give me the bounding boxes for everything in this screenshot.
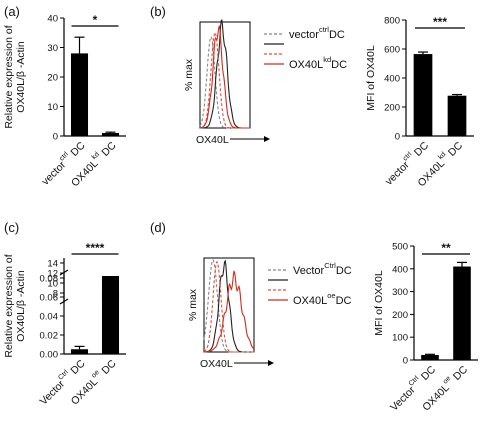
chart-c-y-tick-label-upper-0: 8	[53, 289, 58, 300]
chart-b-y-tick-label-4: 800	[384, 16, 400, 27]
chart-a-y-tick-label-0: 0	[53, 132, 58, 143]
chart-a-y-tick-label-1: 10	[47, 102, 58, 113]
chart-b-bar-1	[447, 95, 467, 136]
chart-b-y-tick-label-1: 200	[384, 103, 400, 114]
chart-d-significance-label: **	[441, 241, 451, 255]
chart-a-bar-1	[101, 133, 120, 136]
hist-d-histogram-curve-2	[203, 260, 254, 353]
chart-c-significance-label: ****	[86, 241, 105, 255]
chart-c-y-tick-label-upper-2: 12	[47, 269, 58, 280]
chart-d-y-tick-label-2: 200	[392, 310, 408, 321]
hist-d-y-axis-title: % max	[187, 288, 199, 321]
chart-d-y-tick-label-5: 500	[392, 242, 408, 253]
chart-d-y-axis-title: MFI of OX40L	[373, 270, 385, 336]
chart-d-y-tick-label-3: 300	[392, 287, 408, 298]
chart-c-y-tick-label-lower-1: 0.02	[40, 331, 59, 342]
chart-a-y-tick-label-4: 40	[47, 14, 58, 25]
chart-b-bar-0	[413, 54, 433, 137]
chart-d-bar-0	[421, 354, 439, 360]
chart-a-y-axis-title-line2: OX40L/β -Actin	[15, 41, 27, 113]
histogram-b: % max OX40L vectorctrlDC OX40LkdDC	[183, 19, 347, 146]
hist-b-x-axis-arrow-head	[264, 136, 270, 142]
hist-d-x-axis-arrow-head	[268, 360, 274, 366]
hist-b-histogram-curve-2	[200, 31, 250, 129]
chart-a-significance-label: *	[93, 13, 98, 27]
hist-b-plot-frame	[199, 21, 251, 129]
panel-label-a: (a)	[4, 4, 20, 19]
chart-c-y-tick-label-lower-2: 0.04	[40, 312, 59, 323]
chart-a-y-tick-label-3: 30	[47, 43, 58, 54]
hist-d-histogram-curve-0	[203, 259, 254, 353]
chart-b-y-axis-title: MFI of OX40L	[365, 45, 377, 111]
chart-a-y-tick-label-2: 20	[47, 73, 58, 84]
hist-d-x-axis-title: OX40L	[200, 358, 233, 370]
hist-b-legend-label-3: OX40LkdDC	[289, 55, 347, 71]
hist-d-legend-label-0: VectorCtrlDC	[293, 261, 352, 277]
chart-c-y-tick-label-upper-1: 10	[47, 279, 58, 290]
chart-c-y-axis-title-line1: Relative expression of	[3, 254, 15, 357]
hist-b-histogram-curve-3	[200, 25, 250, 129]
chart-d-y-tick-label-1: 100	[392, 333, 408, 344]
hist-d-histogram-curve-3	[204, 269, 255, 353]
hist-d-plot-frame	[203, 257, 255, 353]
chart-c-bar-1-lower	[101, 276, 120, 354]
panel-label-d: (d)	[150, 220, 166, 235]
panel-label-c: (c)	[4, 220, 19, 235]
chart-c-y-tick-label-lower-4: 0.08	[40, 274, 59, 285]
chart-d-y-tick-label-4: 400	[392, 264, 408, 275]
hist-d-histogram-curve-1	[203, 259, 254, 353]
chart-c-axis-break-mark-0	[59, 298, 69, 305]
chart-c-y-tick-label-upper-3: 14	[47, 259, 58, 270]
chart-c-y-tick-label-lower-0: 0.00	[40, 350, 59, 361]
hist-b-histogram-curve-1	[200, 19, 250, 129]
hist-b-legend-label-0: vectorctrlDC	[289, 25, 345, 41]
histogram-d: % max OX40L VectorCtrlDC OX40LoeDC	[187, 257, 352, 370]
hist-d-legend-label-3: OX40LoeDC	[293, 291, 352, 307]
chart-a-bar-0	[70, 53, 89, 136]
chart-a-y-axis-title-line1: Relative expression of	[3, 25, 15, 128]
chart-b-y-tick-label-0: 0	[395, 132, 400, 143]
chart-b-y-tick-label-2: 400	[384, 74, 400, 85]
panel-label-b: (b)	[150, 4, 166, 19]
chart-d-bar-1	[453, 266, 471, 360]
chart-b-significance-label: ***	[433, 15, 447, 29]
hist-b-x-axis-title: OX40L	[196, 134, 229, 146]
chart-c-bar-0	[70, 349, 89, 354]
chart-c-y-tick-label-lower-3: 0.06	[40, 293, 59, 304]
chart-c-y-axis-title-line2: OX40L/β -Actin	[15, 270, 27, 342]
chart-d-y-tick-label-0: 0	[403, 356, 408, 367]
hist-b-y-axis-title: % max	[183, 58, 195, 91]
chart-b-y-tick-label-3: 600	[384, 45, 400, 56]
